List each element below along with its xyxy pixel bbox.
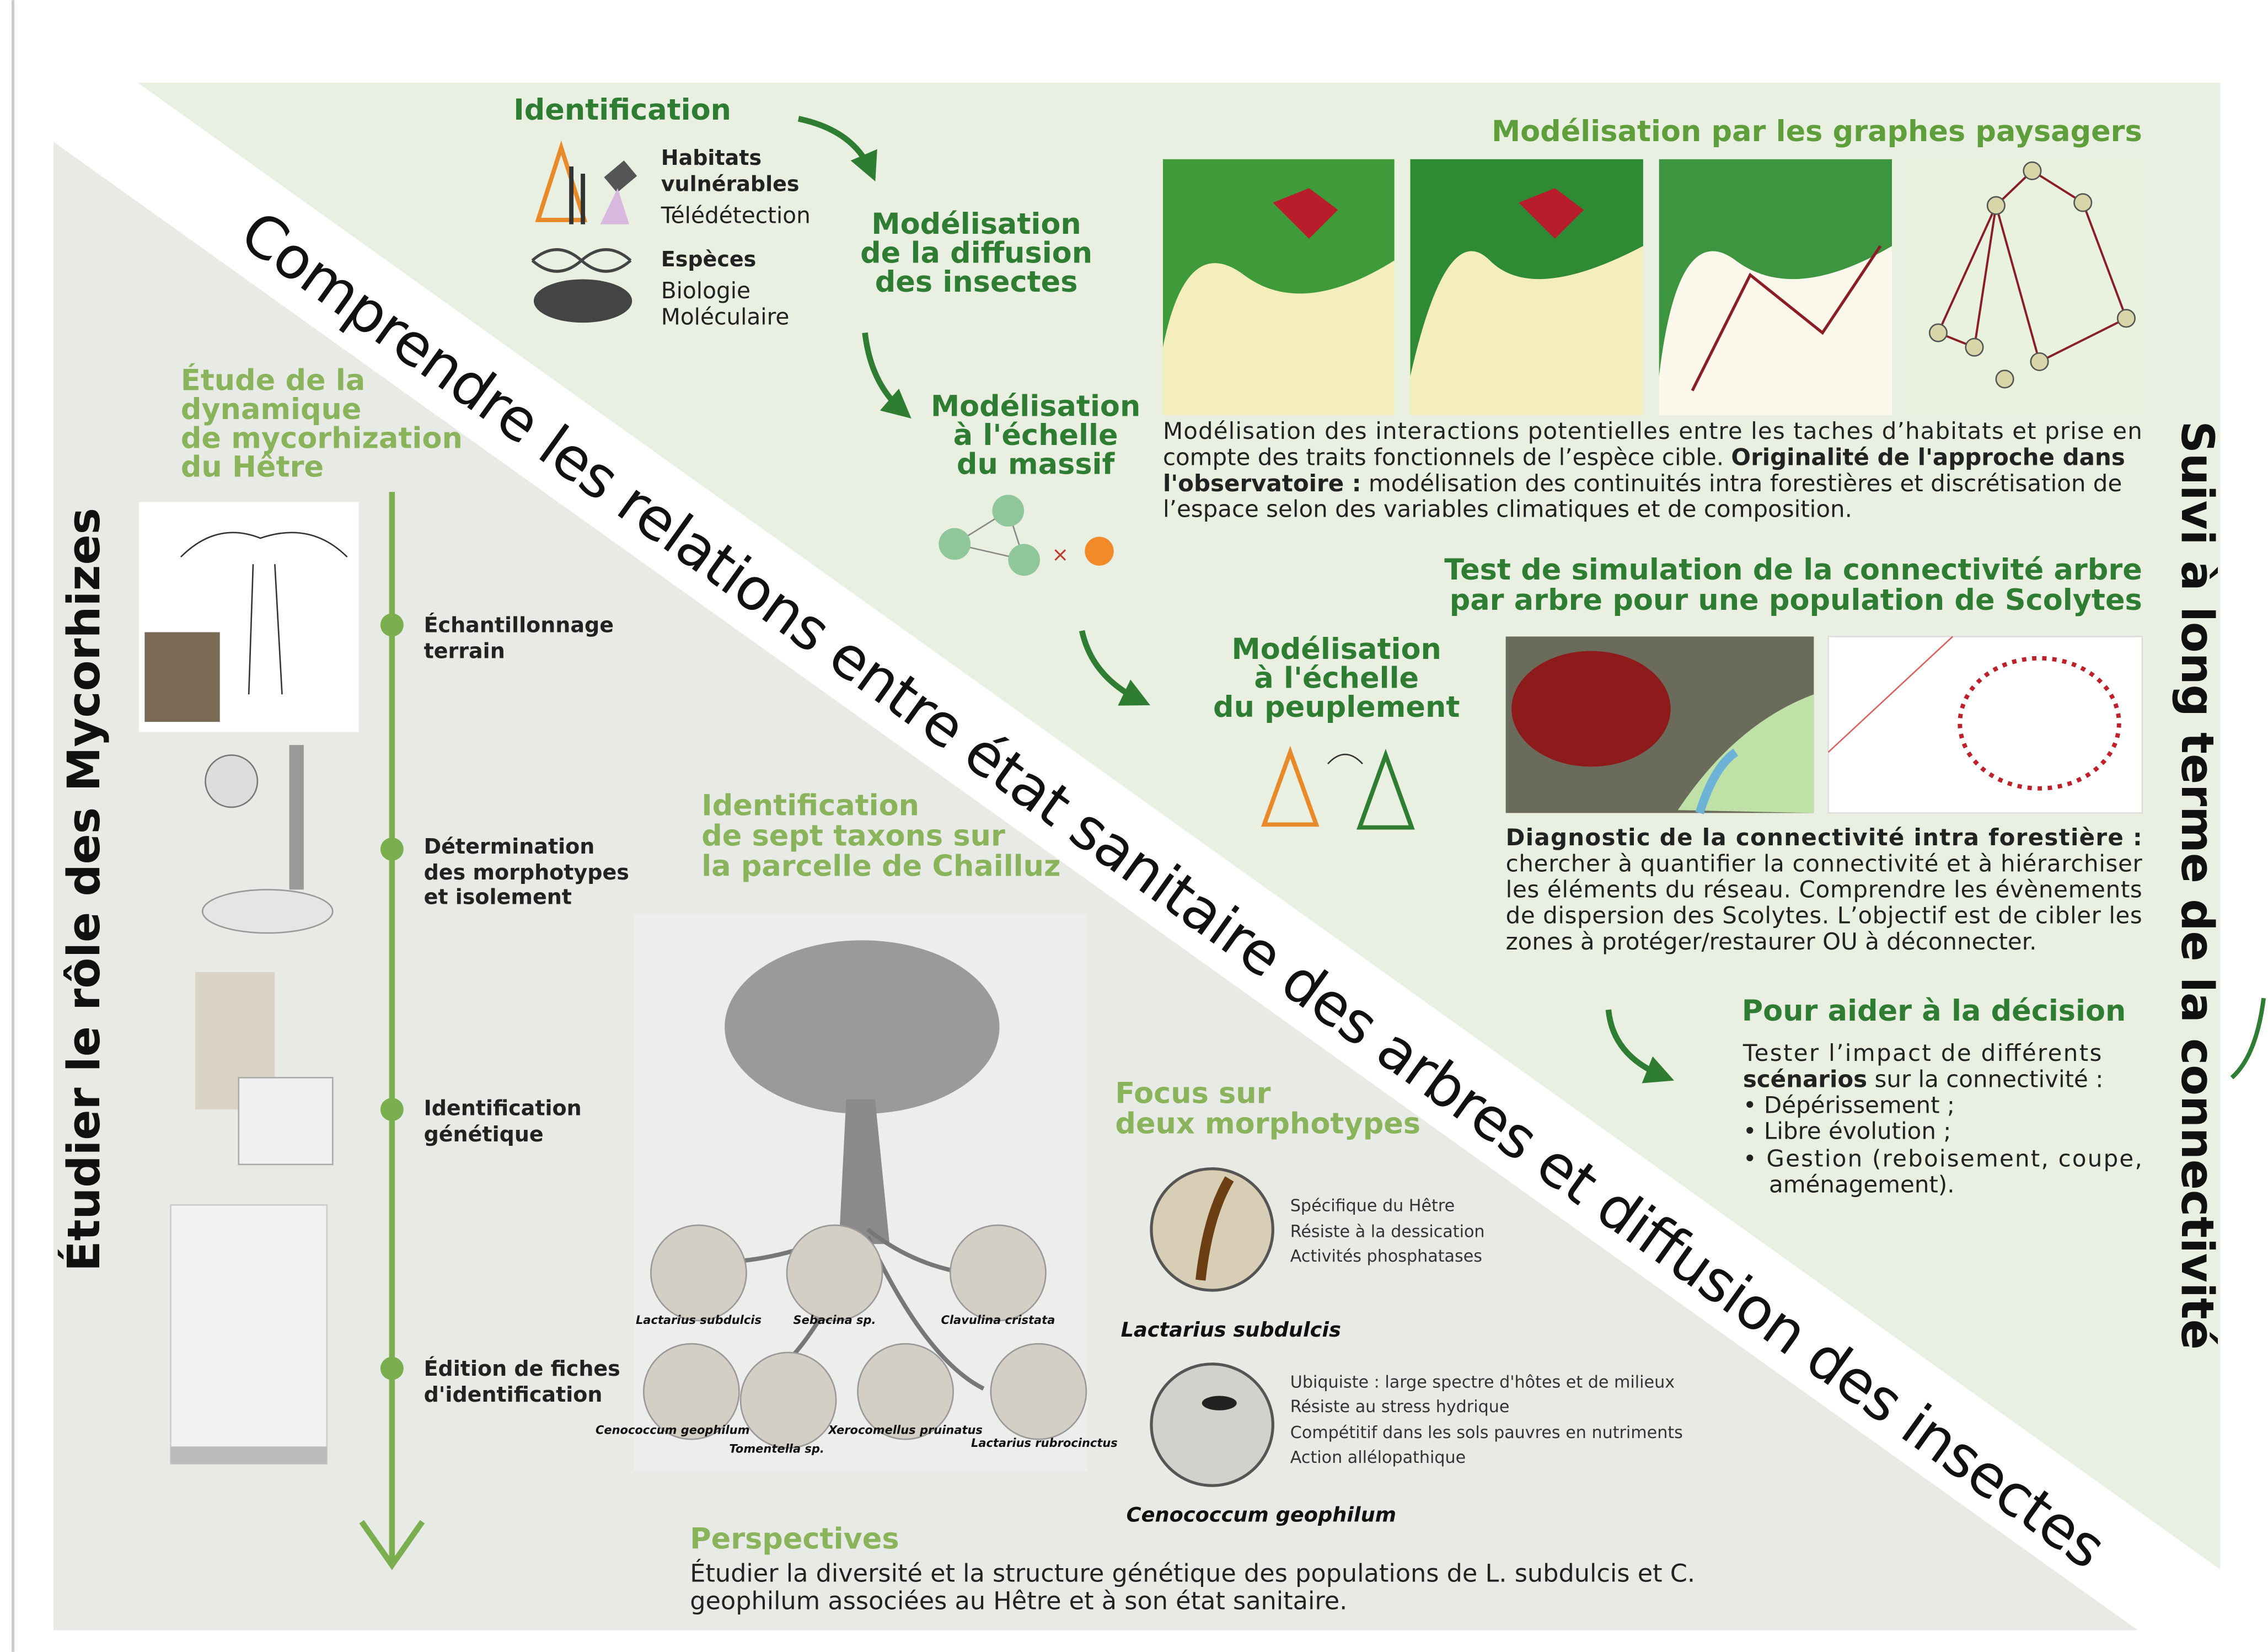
step: et isolement — [424, 885, 572, 909]
decision-text: Tester l’impact de différents — [1742, 1039, 2102, 1066]
right-title: Suivi à long terme de la connectivité — [2171, 421, 2223, 1349]
taxon-label: Lactarius subdulcis — [636, 1313, 762, 1327]
taxon-label: Cenococcum geophilum — [596, 1423, 749, 1436]
trait: Ubiquiste : large spectre d'hôtes et de … — [1290, 1372, 1675, 1392]
simulation-title: Test de simulation de la connectivité ar… — [1444, 553, 2142, 587]
simulation-title: par arbre pour une population de Scolyte… — [1450, 583, 2142, 617]
graphes-text: modélisation des continuités intra fores… — [1361, 469, 2122, 496]
biologie: Biologie — [661, 277, 750, 304]
perspectives-text: geophilum associées au Hêtre et à son ét… — [690, 1587, 1347, 1616]
step: génétique — [424, 1122, 544, 1146]
tree-figure — [634, 914, 1088, 1471]
decision-bullet: aménagement). — [1769, 1171, 1955, 1198]
trait: Activités phosphatases — [1290, 1247, 1482, 1266]
especes: Espèces — [661, 247, 757, 271]
decision-bullet: • Dépérissement ; — [1743, 1091, 1955, 1118]
focus-title: Focus sur — [1115, 1077, 1270, 1111]
svg-text:×: × — [1052, 543, 1069, 566]
trait: Compétitif dans les sols pauvres en nutr… — [1290, 1423, 1683, 1442]
taxons-title: Identification — [701, 789, 919, 823]
taxon-label: Lactarius rubrocinctus — [971, 1436, 1118, 1450]
simulation-text: chercher à quantifier la connectivité et… — [1506, 850, 2143, 877]
decision-title: Pour aider à la décision — [1742, 994, 2126, 1028]
myco-title: du Hêtre — [181, 450, 324, 484]
model-massif: du massif — [957, 447, 1116, 481]
graphes-text-bold: l'observatoire : — [1163, 469, 1361, 496]
trait: Résiste au stress hydrique — [1290, 1397, 1510, 1417]
poster: Comprendre les relations entre état sani… — [0, 0, 2268, 1652]
focus-title: deux morphotypes — [1115, 1107, 1420, 1141]
perspectives-text: Étudier la diversité et la structure gén… — [690, 1559, 1695, 1588]
step: des morphotypes — [424, 860, 629, 884]
taxon-label: Sebacina sp. — [793, 1313, 876, 1327]
taxons-title: la parcelle de Chailluz — [701, 850, 1060, 883]
body: {"diagonal_title":"Comprendre les relati… — [0, 0, 2268, 1652]
model-diffusion: des insectes — [875, 265, 1078, 299]
decision-bullet: • Gestion (reboisement, coupe, — [1743, 1145, 2142, 1172]
simulation-text: les éléments du réseau. Comprendre les é… — [1506, 876, 2142, 903]
decision-text: scénarios sur la connectivité : — [1743, 1065, 2104, 1092]
taxons-title: de sept taxons sur — [701, 819, 1005, 853]
graphes-text: compte des traits fonctionnels de l’espè… — [1163, 443, 2125, 470]
teledetection: Télédétection — [661, 202, 811, 229]
step: Détermination — [424, 834, 595, 859]
step: Identification — [424, 1096, 582, 1120]
page: Mycorhizes et connectivité html,body{mar… — [0, 0, 2268, 1652]
graphes-text: compte des traits fonctionnels de l’espè… — [1163, 443, 1731, 470]
decision-bullet: • Libre évolution ; — [1743, 1118, 1951, 1145]
trait: Résiste à la dessication — [1290, 1222, 1485, 1242]
decision-text-bold: scénarios — [1743, 1065, 1867, 1092]
trait: Spécifique du Hêtre — [1290, 1196, 1455, 1215]
step: terrain — [424, 639, 505, 663]
decision-text: sur la connectivité : — [1867, 1065, 2103, 1092]
simulation-text: zones à protéger/restaurer OU à déconnec… — [1506, 928, 2037, 955]
biologie: Moléculaire — [661, 303, 790, 330]
simulation-text: Diagnostic de la connectivité intra fore… — [1506, 824, 2142, 851]
graphes-text: Modélisation des interactions potentiell… — [1163, 417, 2142, 444]
simulation-text: de dispersion des Scolytes. L’objectif e… — [1506, 902, 2142, 929]
habitats: vulnérables — [661, 171, 800, 196]
arc — [2232, 998, 2264, 1077]
step: Édition de fiches — [424, 1356, 620, 1381]
graphes-title: Modélisation par les graphes paysagers — [1492, 115, 2142, 148]
species-name: Cenococcum geophilum — [1127, 1503, 1396, 1527]
step: Échantillonnage — [424, 613, 614, 637]
graphes-text: l’espace selon des variables climatiques… — [1163, 496, 1852, 523]
graphes-text: l'observatoire : modélisation des contin… — [1163, 469, 2122, 496]
taxon-label: Xerocomellus pruinatus — [827, 1423, 983, 1436]
identification-title: Identification — [513, 93, 731, 127]
graphes-text-bold: Originalité de l'approche dans — [1731, 443, 2125, 470]
habitats: Habitats — [661, 146, 762, 170]
trait: Action allélopathique — [1290, 1448, 1466, 1467]
left-title: Étudier le rôle des Mycorhizes — [57, 508, 110, 1272]
perspectives-title: Perspectives — [690, 1522, 899, 1556]
model-peuplement: du peuplement — [1213, 690, 1460, 724]
taxon-label: Clavulina cristata — [941, 1313, 1055, 1327]
taxon-label: Tomentella sp. — [729, 1442, 824, 1456]
step: d'identification — [424, 1382, 603, 1407]
species-name: Lactarius subdulcis — [1121, 1318, 1341, 1342]
